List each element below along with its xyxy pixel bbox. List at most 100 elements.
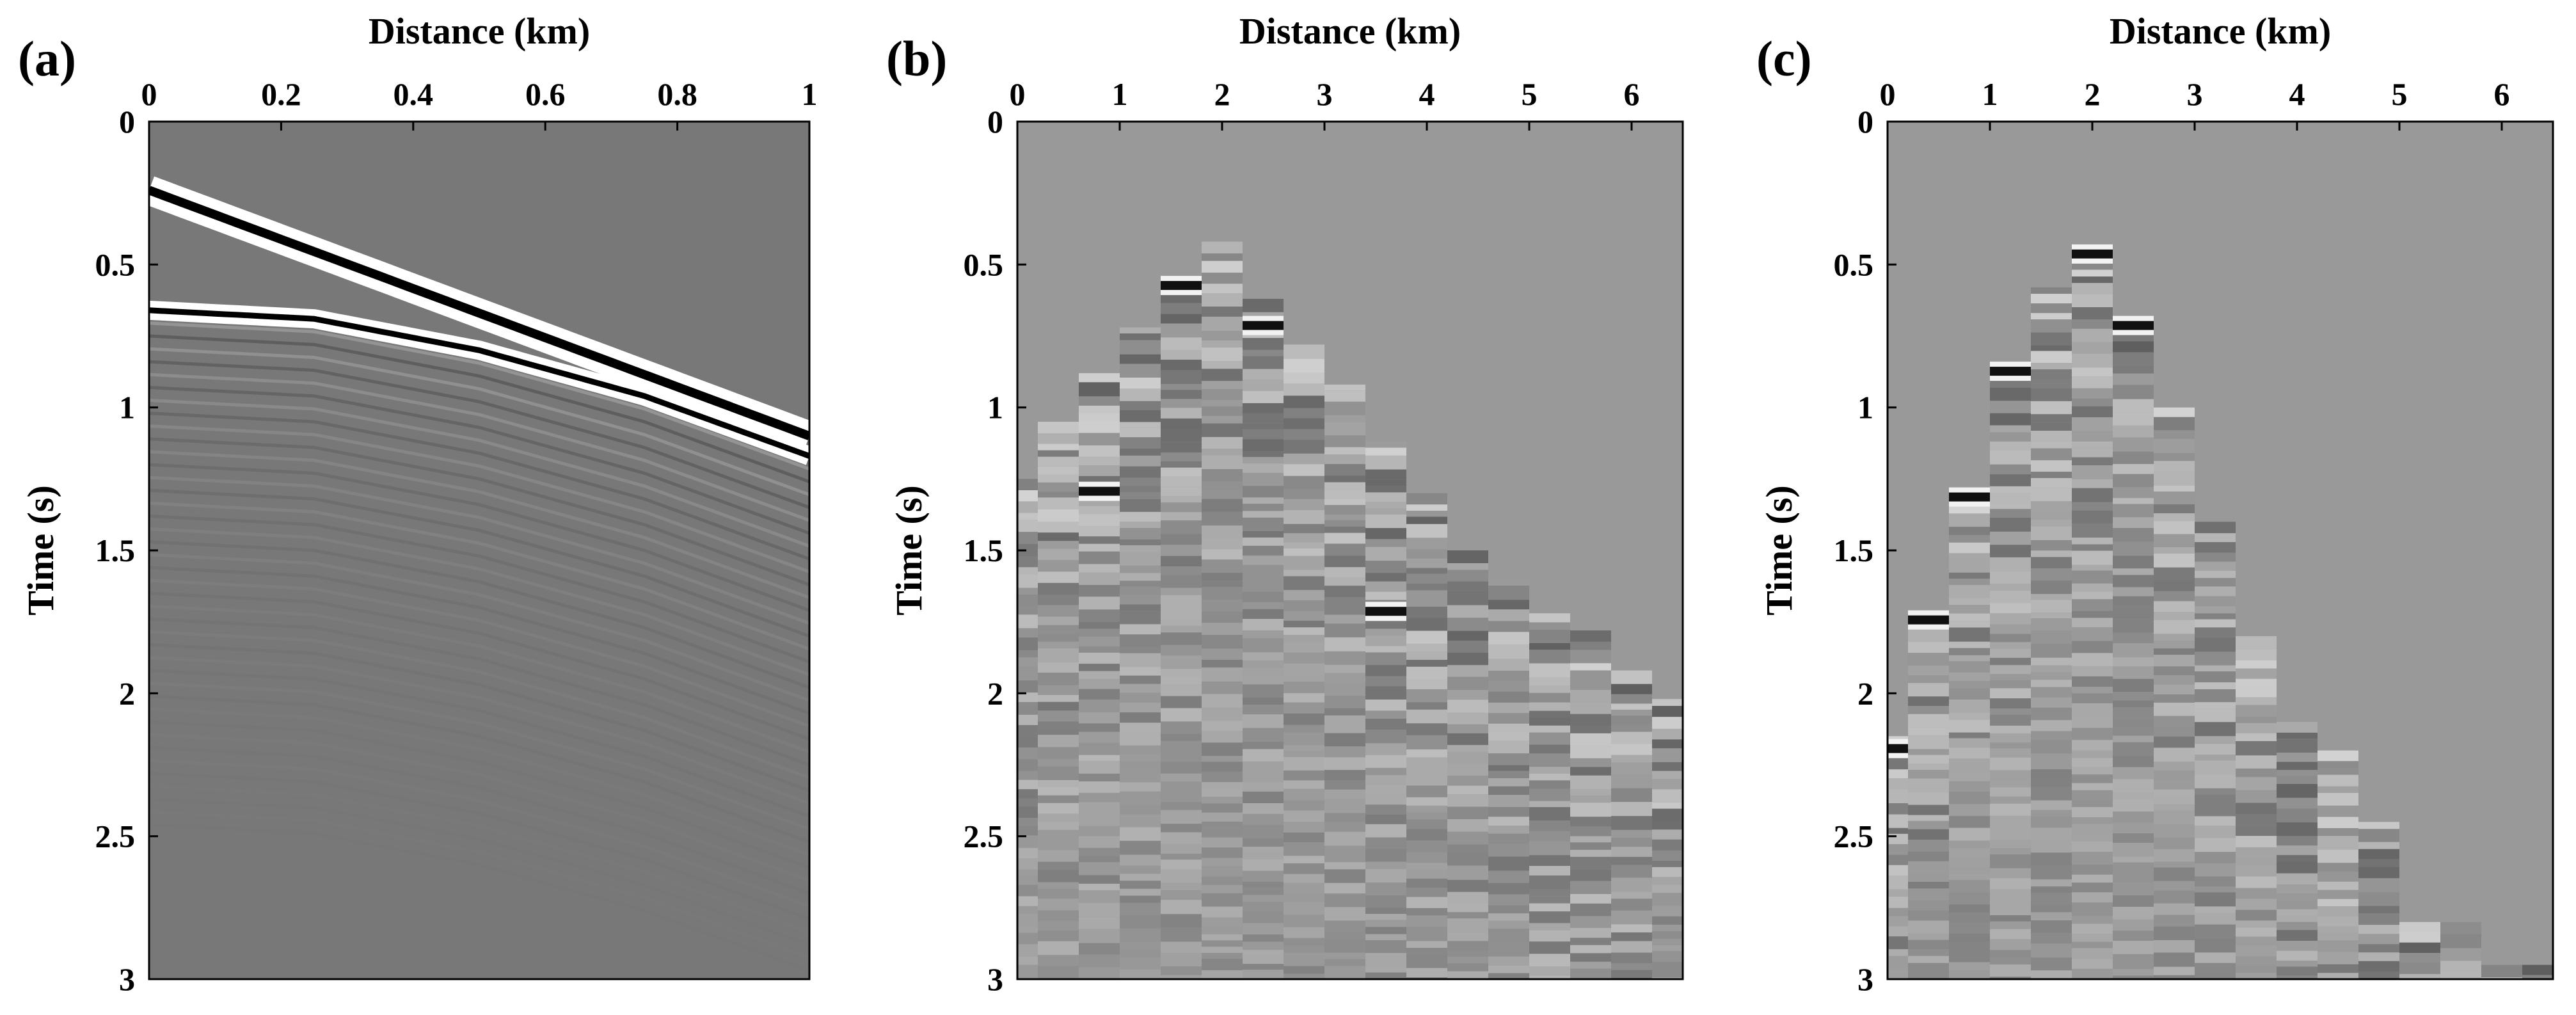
trace-stripe bbox=[2113, 742, 2154, 756]
trace-stripe bbox=[1949, 572, 1990, 579]
trace-stripe bbox=[1243, 714, 1284, 728]
reverberation-band bbox=[149, 553, 809, 702]
reverberation-band bbox=[149, 540, 809, 689]
trace-stripe bbox=[2195, 722, 2236, 737]
trace-stripe bbox=[1949, 858, 1990, 868]
trace-stripe bbox=[2031, 904, 2072, 913]
trace-stripe bbox=[1908, 829, 1949, 840]
trace-stripe bbox=[1324, 499, 1365, 506]
trace-stripe bbox=[1161, 941, 1202, 954]
trace-stripe bbox=[1652, 771, 1683, 779]
trace-stripe bbox=[1488, 973, 1529, 979]
trace-stripe bbox=[1324, 770, 1365, 781]
trace-stripe bbox=[1284, 611, 1324, 621]
trace-stripe bbox=[1406, 493, 1447, 505]
trace-stripe bbox=[1120, 667, 1161, 676]
trace-stripe bbox=[2358, 906, 2399, 914]
trace-stripe bbox=[1284, 856, 1324, 863]
trace-stripe bbox=[1284, 745, 1324, 751]
trace-stripe bbox=[1908, 770, 1949, 779]
trace-stripe bbox=[2236, 973, 2277, 979]
trace-stripe bbox=[1038, 979, 1079, 986]
trace-stripe bbox=[1284, 627, 1324, 635]
trace-stripe bbox=[1243, 895, 1284, 902]
trace-stripe bbox=[1038, 625, 1079, 634]
trace-stripe bbox=[1529, 875, 1570, 890]
trace-stripe bbox=[1611, 910, 1652, 925]
trace-stripe bbox=[2318, 940, 2358, 952]
strong-event-white bbox=[1908, 624, 1949, 630]
trace-stripe bbox=[1365, 455, 1406, 470]
trace-stripe bbox=[2072, 388, 2113, 399]
trace-stripe bbox=[2318, 761, 2358, 769]
trace-stripe bbox=[1949, 613, 1990, 621]
trace-stripe bbox=[2072, 376, 2113, 388]
trace-stripe bbox=[2072, 728, 2113, 740]
trace-stripe bbox=[1120, 340, 1161, 355]
trace-stripe bbox=[2154, 952, 2195, 967]
trace-stripe bbox=[1888, 769, 1908, 779]
strong-event-black bbox=[1079, 486, 1120, 496]
trace-stripe bbox=[1120, 448, 1161, 456]
reverberation-band bbox=[149, 579, 809, 728]
trace-stripe bbox=[1990, 796, 2031, 804]
trace-stripe bbox=[1529, 643, 1570, 650]
trace-stripe bbox=[1529, 622, 1570, 630]
trace-stripe bbox=[1324, 637, 1365, 651]
trace-stripe bbox=[1324, 869, 1365, 883]
trace-stripe bbox=[2072, 948, 2113, 959]
trace-stripe bbox=[1120, 745, 1161, 755]
trace-stripe bbox=[1120, 805, 1161, 815]
trace-stripe bbox=[1949, 933, 1990, 942]
trace-stripe bbox=[1570, 968, 1611, 979]
trace-stripe bbox=[1406, 558, 1447, 568]
trace-stripe bbox=[1529, 954, 1570, 967]
trace-stripe bbox=[1652, 906, 1683, 916]
trace-stripe bbox=[1202, 812, 1243, 822]
seismic-image bbox=[1888, 122, 2553, 979]
trace-stripe bbox=[2113, 425, 2154, 438]
trace-stripe bbox=[1120, 969, 1161, 979]
trace-stripe bbox=[1120, 586, 1161, 595]
trace-stripe bbox=[1243, 511, 1284, 518]
trace-stripe bbox=[1324, 708, 1365, 715]
trace-stripe bbox=[2236, 660, 2277, 669]
trace-stripe bbox=[1202, 959, 1243, 971]
trace-stripe bbox=[2072, 934, 2113, 942]
trace-stripe bbox=[1488, 621, 1529, 632]
trace-stripe bbox=[1488, 753, 1529, 765]
trace-stripe bbox=[2072, 398, 2113, 406]
trace-stripe bbox=[1365, 849, 1406, 862]
trace-stripe bbox=[1017, 520, 1038, 532]
trace-stripe bbox=[2113, 707, 2154, 719]
trace-stripe bbox=[1611, 877, 1652, 892]
trace-stripe bbox=[2277, 808, 2318, 823]
trace-stripe bbox=[1529, 685, 1570, 693]
trace-stripe bbox=[2195, 542, 2236, 553]
trace-stripe bbox=[2318, 849, 2358, 863]
trace-stripe bbox=[1120, 580, 1161, 587]
trace-stripe bbox=[2113, 692, 2154, 701]
trace-stripe bbox=[1406, 878, 1447, 888]
trace-stripe bbox=[1202, 970, 1243, 979]
trace-stripe bbox=[2072, 852, 2113, 865]
x-tick-label: 0.8 bbox=[657, 76, 697, 112]
trace-stripe bbox=[2318, 817, 2358, 828]
trace-stripe bbox=[1488, 644, 1529, 659]
trace-stripe bbox=[1202, 347, 1243, 361]
trace-stripe bbox=[2031, 511, 2072, 520]
trace-stripe bbox=[1888, 827, 1908, 834]
trace-stripe bbox=[1161, 360, 1202, 371]
strong-event-black bbox=[1243, 321, 1284, 330]
trace-stripe bbox=[1284, 600, 1324, 611]
trace-stripe bbox=[2113, 555, 2154, 569]
trace-stripe bbox=[2113, 643, 2154, 657]
trace-stripe bbox=[1447, 751, 1488, 764]
trace-stripe bbox=[2154, 513, 2195, 522]
trace-stripe bbox=[1202, 756, 1243, 762]
trace-stripe bbox=[1079, 755, 1120, 762]
trace-stripe bbox=[2318, 973, 2358, 979]
trace-stripe bbox=[2236, 768, 2277, 778]
trace-stripe bbox=[1652, 829, 1683, 840]
trace-stripe bbox=[1324, 813, 1365, 822]
